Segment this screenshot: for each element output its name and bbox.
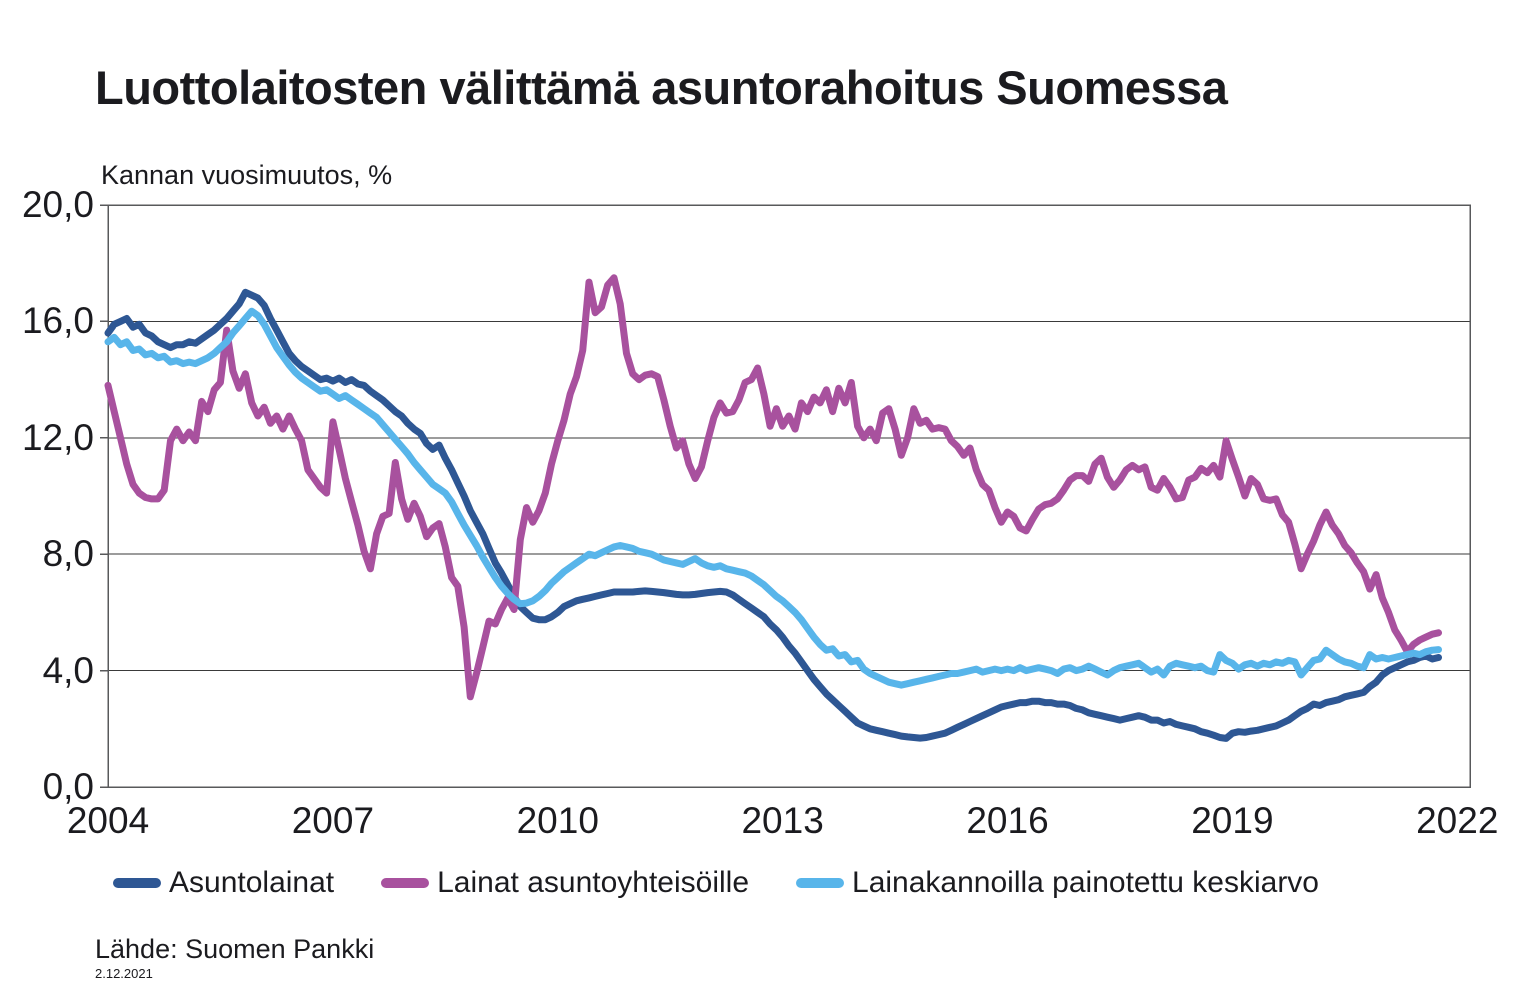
x-tick-label: 2019 bbox=[1191, 800, 1274, 841]
legend-label: Lainakannoilla painotettu keskiarvo bbox=[852, 866, 1319, 899]
legend-label: Lainat asuntoyhteisöille bbox=[437, 866, 750, 899]
legend-item-asuntoyhteisot: Lainat asuntoyhteisöille bbox=[381, 866, 749, 900]
x-tick-label: 2010 bbox=[516, 800, 599, 841]
source-text: Lähde: Suomen Pankki bbox=[95, 934, 375, 964]
y-tick-label: 12,0 bbox=[21, 416, 94, 458]
chart-unit-label: Kannan vuosimuutos, % bbox=[101, 160, 393, 190]
y-tick-label: 8,0 bbox=[42, 533, 94, 575]
series-line-asuntolainat bbox=[104, 288, 1442, 742]
line-swatch-asuntoyhteisot bbox=[381, 878, 430, 888]
legend-item-asuntolainat: Asuntolainat bbox=[113, 866, 334, 900]
y-tick-label: 4,0 bbox=[42, 649, 94, 691]
x-tick-label: 2013 bbox=[741, 800, 824, 841]
y-tick-label: 20,0 bbox=[21, 184, 94, 225]
x-tick-label: 2004 bbox=[66, 800, 150, 841]
plot-frame bbox=[107, 204, 1471, 788]
x-tick-label: 2022 bbox=[1416, 800, 1499, 841]
legend-label: Asuntolainat bbox=[169, 866, 335, 899]
series-line-lainakannoilla-painotettu-keskiarvo bbox=[104, 307, 1442, 689]
y-tick-label: 16,0 bbox=[21, 300, 94, 342]
page-title: Luottolaitosten välittämä asuntorahoitus… bbox=[95, 61, 1228, 115]
line-swatch-keskiarvo bbox=[796, 878, 845, 888]
legend-item-keskiarvo: Lainakannoilla painotettu keskiarvo bbox=[796, 866, 1319, 900]
line-swatch-asuntolainat bbox=[113, 878, 161, 888]
x-tick-label: 2016 bbox=[966, 800, 1049, 841]
chart-legend: Asuntolainat Lainat asuntoyhteisöille La… bbox=[113, 866, 1319, 900]
y-tick-label: 0,0 bbox=[42, 766, 94, 807]
date-note: 2.12.2021 bbox=[95, 966, 153, 981]
x-tick-label: 2007 bbox=[291, 800, 375, 841]
series-line-lainat-asuntoyhteis-ille bbox=[104, 274, 1442, 701]
